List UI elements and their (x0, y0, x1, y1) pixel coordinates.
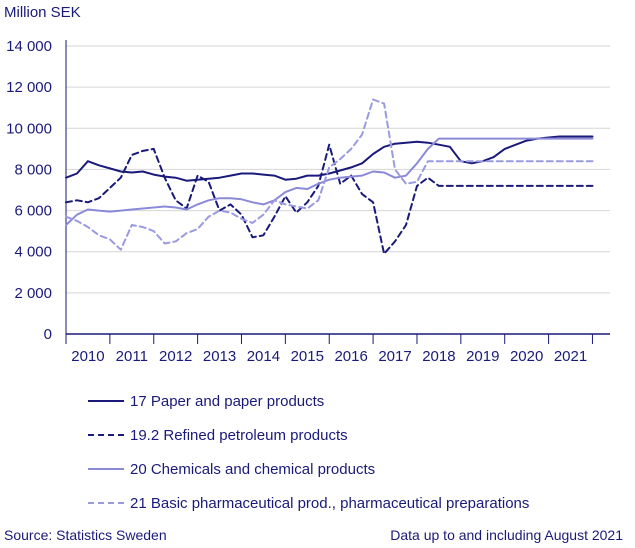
legend-item-chemicals: 20 Chemicals and chemical products (88, 452, 628, 486)
y-axis-label: Million SEK (4, 4, 81, 21)
x-tick-label: 2013 (203, 348, 236, 365)
series-line-chemicals (65, 137, 594, 226)
x-tick-label: 2016 (334, 348, 367, 365)
legend-label-chemicals: 20 Chemicals and chemical products (130, 460, 376, 478)
legend-label-petroleum: 19.2 Refined petroleum products (130, 426, 348, 444)
y-tick-label: 10 000 (6, 120, 52, 137)
legend-swatch-paper (88, 400, 124, 402)
legend-label-paper: 17 Paper and paper products (130, 392, 325, 410)
legend-swatch-pharma (88, 502, 124, 504)
legend: 17 Paper and paper products 19.2 Refined… (88, 384, 628, 520)
x-tick-label: 2011 (116, 348, 148, 365)
y-tick-label: 14 000 (6, 38, 52, 55)
legend-swatch-petroleum (88, 434, 124, 436)
x-tick-label: 2014 (247, 348, 280, 365)
data-note: Data up to and including August 2021 (390, 527, 623, 543)
series-line-petroleum (65, 143, 594, 255)
legend-item-paper: 17 Paper and paper products (88, 384, 628, 418)
legend-item-pharma: 21 Basic pharmaceutical prod., pharmaceu… (88, 486, 628, 520)
source-text: Source: Statistics Sweden (4, 527, 167, 543)
x-tick-label: 2018 (422, 348, 455, 365)
y-tick-label: 12 000 (6, 79, 52, 96)
legend-swatch-chemicals (88, 468, 124, 470)
x-tick-label: 2015 (291, 348, 324, 365)
legend-item-petroleum: 19.2 Refined petroleum products (88, 418, 628, 452)
x-tick-label: 2017 (378, 348, 411, 365)
x-tick-label: 2010 (71, 348, 104, 365)
x-tick-label: 2021 (554, 348, 587, 365)
series-line-paper (65, 135, 594, 182)
y-tick-label: 6 000 (14, 203, 52, 220)
x-tick-label: 2019 (466, 348, 499, 365)
y-tick-label: 2 000 (14, 285, 52, 302)
x-tick-label: 2012 (159, 348, 192, 365)
x-tick-label: 2020 (510, 348, 543, 365)
y-tick-label: 4 000 (14, 244, 52, 261)
legend-label-pharma: 21 Basic pharmaceutical prod., pharmaceu… (130, 494, 530, 512)
y-tick-label: 0 (44, 326, 52, 343)
y-tick-label: 8 000 (14, 161, 52, 178)
series-line-pharma (65, 98, 594, 251)
